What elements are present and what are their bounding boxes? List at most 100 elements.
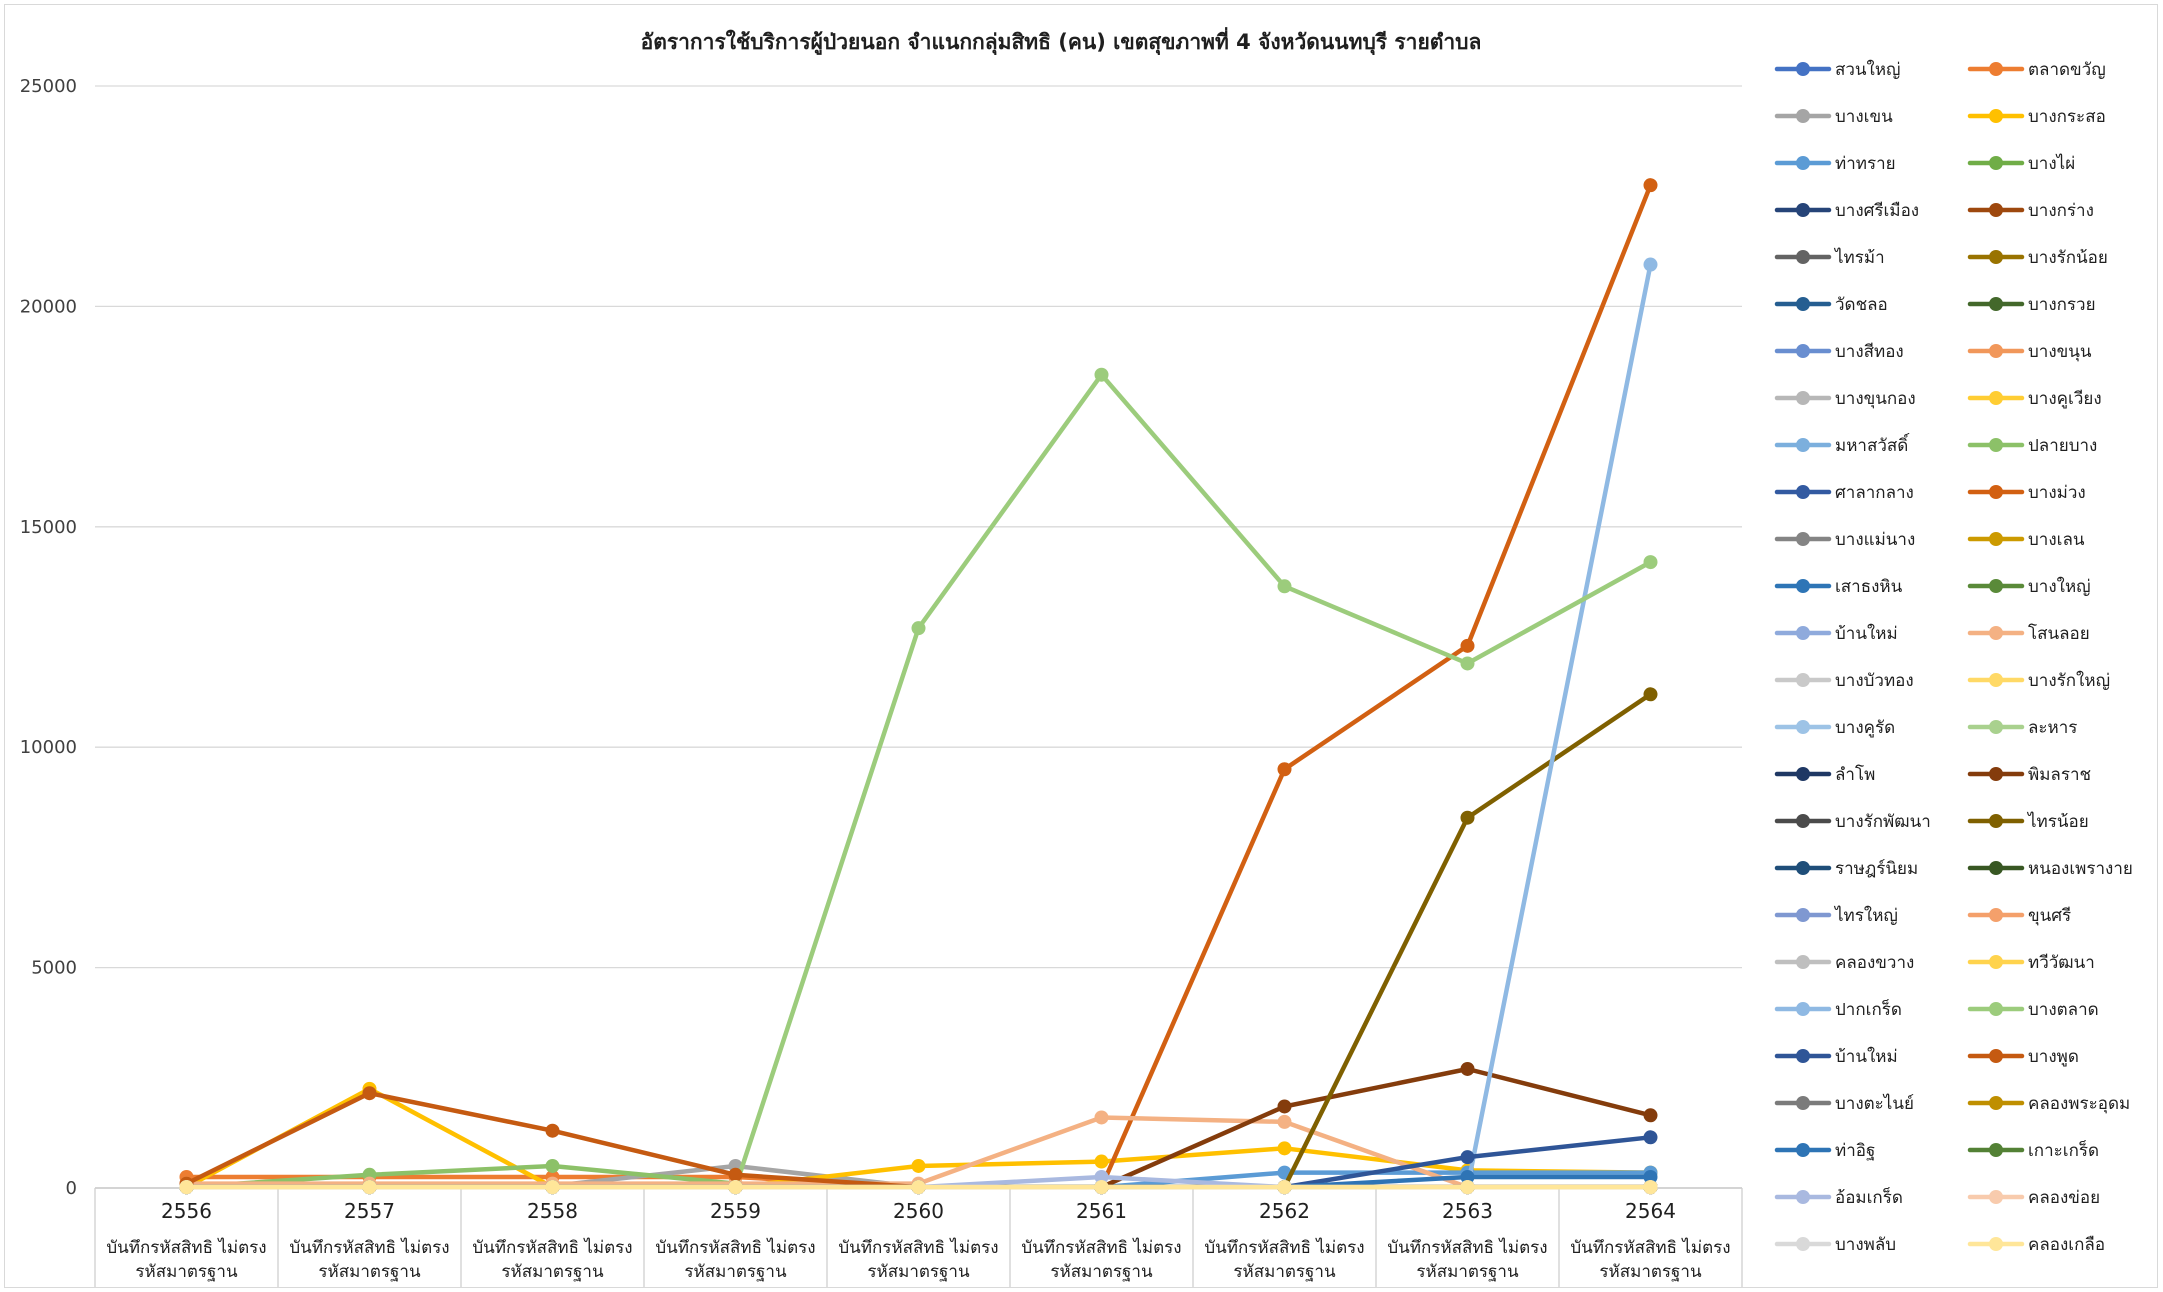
legend-label: ปลายบาง <box>2028 436 2097 456</box>
legend-item: พิมลราช <box>1967 765 2091 785</box>
legend-swatch-marker <box>1989 438 2003 452</box>
legend-label: บางกระสอ <box>2028 107 2106 127</box>
data-point <box>1277 762 1292 777</box>
legend-label: คลองขวาง <box>1835 953 1914 973</box>
legend-swatch-marker <box>1796 391 1810 405</box>
legend-item: ราษฎร์นิยม <box>1774 859 1918 879</box>
legend-swatch-marker <box>1989 391 2003 405</box>
x-tick-sublabel: รหัสมาตรฐาน <box>1416 1262 1519 1282</box>
legend-item: บางพลับ <box>1774 1235 1896 1255</box>
x-tick-sublabel: บันทึกรหัสสิทธิ ไม่ตรง <box>1021 1237 1181 1258</box>
legend-label: อ้อมเกร็ด <box>1835 1186 1903 1208</box>
chart-title: อัตราการใช้บริการผู้ป่วยนอก จำแนกกลุ่มสิ… <box>641 26 1482 56</box>
legend-label: บางรักใหญ่ <box>2028 670 2110 691</box>
legend-label: พิมลราช <box>2028 765 2091 785</box>
legend-label: ท่าอิฐ <box>1835 1141 1875 1161</box>
legend-swatch-marker <box>1989 203 2003 217</box>
data-point <box>545 1158 560 1173</box>
legend-swatch-marker <box>1989 297 2003 311</box>
legend-item: บางกรวย <box>1967 295 2096 315</box>
legend-label: ท่าทราย <box>1835 154 1896 174</box>
x-tick-label: 2564 <box>1625 1199 1676 1223</box>
legend-swatch-marker <box>1796 109 1810 123</box>
legend-item: ไทรม้า <box>1774 247 1885 268</box>
legend-item: บางเลน <box>1967 530 2085 550</box>
series-group <box>179 178 1658 1195</box>
legend-label: บางตลาด <box>2028 1000 2099 1020</box>
legend-swatch-marker <box>1796 250 1810 264</box>
y-tick-label: 0 <box>66 1178 77 1199</box>
legend-label: บางสีทอง <box>1835 342 1904 362</box>
y-tick-label: 15000 <box>20 517 77 538</box>
legend-item: บางพูด <box>1967 1047 2079 1067</box>
data-point <box>1460 1169 1475 1184</box>
data-point <box>911 1158 926 1173</box>
y-tick-label: 20000 <box>20 296 77 317</box>
y-tick-label: 10000 <box>20 737 77 758</box>
legend-item: บางสีทอง <box>1774 342 1904 362</box>
data-point <box>1094 1154 1109 1169</box>
legend-label: บางเขน <box>1835 107 1893 127</box>
legend-swatch-marker <box>1796 1096 1810 1110</box>
legend-swatch-marker <box>1989 485 2003 499</box>
legend-item: ไทรใหญ่ <box>1774 905 1898 926</box>
legend-item: บางม่วง <box>1967 483 2086 503</box>
legend-item: บางศรีเมือง <box>1774 201 1919 221</box>
legend-label: บางเลน <box>2028 530 2085 550</box>
legend-item: ไทรน้อย <box>1967 811 2089 832</box>
x-tick-label: 2558 <box>527 1199 578 1223</box>
line-chart: อัตราการใช้บริการผู้ป่วยนอก จำแนกกลุ่มสิ… <box>20 26 2133 1287</box>
legend-item: อ้อมเกร็ด <box>1774 1186 1903 1208</box>
legend-item: บางใหญ่ <box>1967 576 2091 597</box>
legend-item: ปลายบาง <box>1967 436 2097 456</box>
legend-label: ปากเกร็ด <box>1835 998 1902 1020</box>
x-tick-sublabel: บันทึกรหัสสิทธิ ไม่ตรง <box>106 1237 266 1258</box>
legend-swatch-marker <box>1989 1096 2003 1110</box>
legend-item: โสนลอย <box>1967 623 2090 644</box>
x-tick-label: 2556 <box>161 1199 212 1223</box>
legend-swatch-marker <box>1989 1049 2003 1063</box>
data-point <box>362 1180 377 1195</box>
legend-item: ท่าทราย <box>1774 154 1896 174</box>
x-tick-sublabel: บันทึกรหัสสิทธิ ไม่ตรง <box>289 1237 449 1258</box>
data-point <box>1643 1130 1658 1145</box>
y-tick-label: 25000 <box>20 76 77 97</box>
data-point <box>1643 1108 1658 1123</box>
legend-swatch-marker <box>1796 438 1810 452</box>
legend-swatch-marker <box>1796 1002 1810 1016</box>
legend-item: คลองขวาง <box>1774 953 1914 973</box>
legend-label: บ้านใหม่ <box>1835 1046 1898 1067</box>
legend-label: บางบัวทอง <box>1835 671 1914 691</box>
legend-item: ขุนศรี <box>1967 906 2071 926</box>
data-point <box>1460 638 1475 653</box>
data-point <box>911 1180 926 1195</box>
legend-item: คลองข่อย <box>1967 1188 2100 1208</box>
legend-label: บางคูเวียง <box>2028 389 2102 409</box>
legend-item: หนองเพรางาย <box>1967 859 2133 879</box>
legend-swatch-marker <box>1989 626 2003 640</box>
data-point <box>1460 810 1475 825</box>
legend-label: โสนลอย <box>2028 623 2090 644</box>
x-tick-sublabel: บันทึกรหัสสิทธิ ไม่ตรง <box>472 1237 632 1258</box>
legend-label: บางคูรัด <box>1835 718 1895 738</box>
legend-item: ศาลากลาง <box>1774 483 1914 503</box>
legend-item: สวนใหญ่ <box>1774 59 1901 80</box>
data-point <box>1277 1180 1292 1195</box>
legend-item: บางกระสอ <box>1967 107 2106 127</box>
legend-label: ลำโพ <box>1835 764 1875 785</box>
legend-label: บางขุนกอง <box>1835 389 1916 409</box>
legend-swatch-marker <box>1796 720 1810 734</box>
legend-swatch-marker <box>1989 1190 2003 1204</box>
legend-label: บางพลับ <box>1835 1235 1896 1255</box>
legend-label: ทวีวัฒนา <box>2028 953 2095 973</box>
legend-swatch-marker <box>1989 955 2003 969</box>
series-group <box>179 257 1658 1195</box>
series-group <box>179 687 1658 1195</box>
legend-item: บางรักพัฒนา <box>1774 812 1931 832</box>
legend-label: บางกร่าง <box>2028 201 2094 221</box>
legend-item: ละหาร <box>1967 718 2077 738</box>
legend-label: เกาะเกร็ด <box>2028 1139 2099 1161</box>
data-point <box>911 621 926 636</box>
series-line <box>184 262 1653 1190</box>
legend-item: บางตลาด <box>1967 1000 2099 1020</box>
